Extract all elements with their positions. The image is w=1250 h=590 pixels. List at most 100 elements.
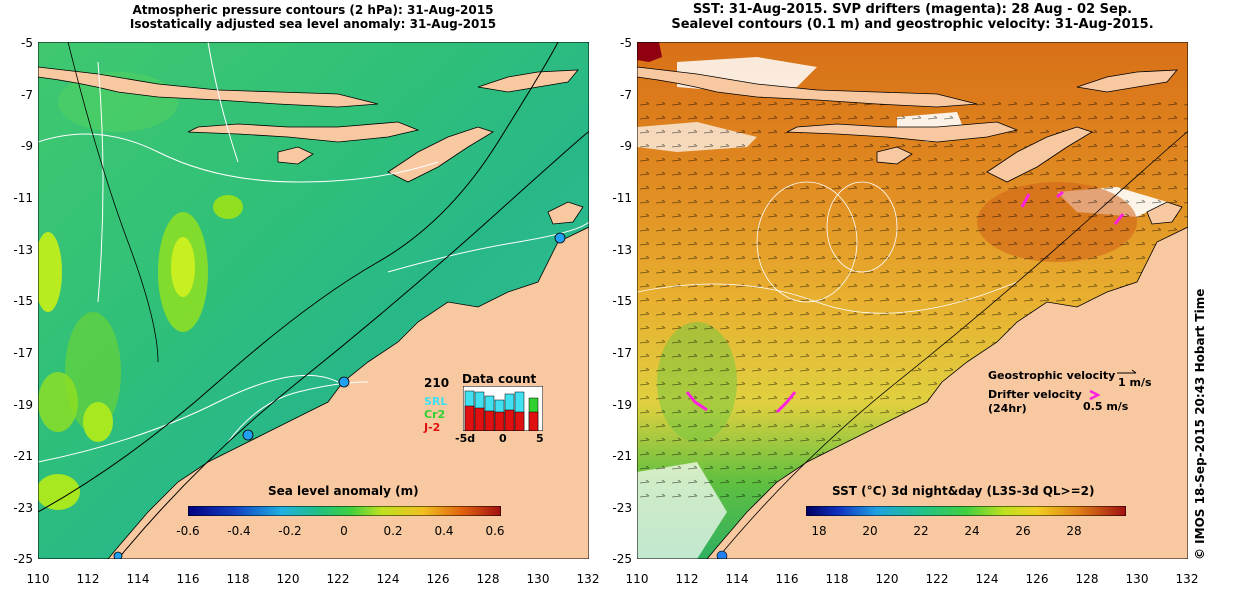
y-tick: -17	[612, 346, 632, 360]
x-tick: 130	[526, 572, 550, 586]
left-title-line2: Isostatically adjusted sea level anomaly…	[129, 17, 497, 31]
sea-level-contour	[637, 281, 1018, 314]
x-tick: 126	[426, 572, 450, 586]
drifter-track	[1020, 193, 1031, 208]
y-tick: -23	[13, 501, 33, 515]
nusa-tenggara-islands	[786, 121, 1019, 143]
colorbar-tick: -0.2	[278, 524, 302, 538]
anomaly-patch	[38, 372, 78, 432]
x-tick: 120	[875, 572, 899, 586]
y-tick: -17	[13, 346, 33, 360]
timor-island	[387, 126, 494, 183]
data-count-series-j2: J-2	[424, 421, 441, 434]
tide-gauge-marker	[716, 550, 728, 559]
x-tick: 118	[226, 572, 250, 586]
drifter-tracks	[685, 190, 1125, 414]
x-tick: 112	[675, 572, 699, 586]
australia-land	[706, 226, 1188, 559]
y-tick: -25	[13, 552, 33, 566]
x-tick: 114	[725, 572, 749, 586]
y-tick: -19	[13, 398, 33, 412]
y-tick: -21	[612, 449, 632, 463]
colorbar-tick: -0.6	[176, 524, 200, 538]
sumba-island	[277, 146, 314, 165]
x-tick: 116	[775, 572, 799, 586]
y-tick: -15	[612, 294, 632, 308]
java-island	[637, 66, 978, 108]
colorbar-tick: 20	[862, 524, 878, 538]
drifter-track	[775, 391, 797, 414]
data-count-histogram	[463, 386, 543, 431]
drifter-velocity-period: (24hr)	[988, 402, 1027, 415]
right-title-line2: Sealevel contours (0.1 m) and geostrophi…	[671, 17, 1154, 32]
y-tick: -5	[21, 36, 33, 50]
x-tick: 128	[476, 572, 500, 586]
islands-east	[1076, 69, 1178, 93]
data-count-xtick: -5d	[455, 432, 476, 445]
anomaly-patch	[171, 237, 195, 297]
pressure-contour	[38, 42, 559, 513]
x-tick: 112	[76, 572, 100, 586]
data-count-max: 210	[424, 376, 450, 390]
x-tick: 132	[576, 572, 600, 586]
colorbar-tick: 0	[340, 524, 348, 538]
data-count-series-srl: SRL	[424, 395, 448, 408]
left-colorbar-label: Sea level anomaly (m)	[268, 484, 419, 498]
cape-land	[1146, 201, 1183, 225]
y-tick: -13	[13, 243, 33, 257]
x-tick: 130	[1125, 572, 1149, 586]
cape-land	[547, 201, 584, 225]
right-colorbar-label: SST (°C) 3d night&day (L3S-3d QL>=2)	[832, 484, 1095, 498]
y-tick: -9	[21, 139, 33, 153]
colorbar-tick: -0.4	[227, 524, 251, 538]
y-tick: -7	[620, 88, 632, 102]
sea-level-contour	[38, 133, 439, 183]
drifter-track	[1113, 213, 1125, 225]
drifter-scale-label: 0.5 m/s	[1083, 400, 1129, 413]
sea-level-contour	[97, 61, 104, 303]
x-tick: 122	[326, 572, 350, 586]
sea-level-contour	[387, 221, 589, 273]
timor-island	[986, 126, 1093, 183]
colorbar-tick: 24	[964, 524, 980, 538]
colorbar-tick: 28	[1066, 524, 1082, 538]
tide-gauge-marker	[554, 232, 566, 244]
sea-level-anomaly-map	[38, 42, 589, 559]
sea-level-contour	[207, 42, 239, 163]
data-count-series-cr2: Cr2	[424, 408, 446, 421]
islands-east	[477, 69, 579, 93]
y-tick: -23	[612, 501, 632, 515]
x-tick: 126	[1025, 572, 1049, 586]
x-tick: 114	[126, 572, 150, 586]
geostrophic-velocity-label: Geostrophic velocity	[988, 369, 1116, 382]
hot-land-corner	[637, 42, 662, 62]
pressure-contour	[67, 42, 159, 363]
x-tick: 122	[925, 572, 949, 586]
y-tick: -11	[612, 191, 632, 205]
sumba-island	[876, 146, 913, 165]
x-tick: 120	[276, 572, 300, 586]
data-count-title: Data count	[462, 372, 537, 386]
tide-gauge-marker	[338, 376, 350, 388]
left-colorbar	[188, 506, 501, 516]
pressure-contour	[117, 130, 589, 559]
tide-gauge-marker	[242, 429, 254, 441]
y-tick: -11	[13, 191, 33, 205]
y-tick: -21	[13, 449, 33, 463]
australia-land	[107, 226, 589, 559]
imos-credit: © IMOS 18-Sep-2015 20:43 Hobart Time	[1193, 288, 1207, 560]
x-tick: 118	[825, 572, 849, 586]
right-colorbar	[806, 506, 1126, 516]
anomaly-patch	[65, 312, 121, 432]
colorbar-tick: 0.2	[383, 524, 403, 538]
colorbar-tick: 18	[811, 524, 827, 538]
colorbar-tick: 0.6	[485, 524, 505, 538]
geostrophic-scale-label: 1 m/s	[1118, 376, 1152, 389]
data-count-xtick: 0	[499, 432, 507, 445]
colorbar-tick: 22	[913, 524, 929, 538]
x-tick: 132	[1175, 572, 1199, 586]
colorbar-tick: 26	[1015, 524, 1031, 538]
y-tick: -19	[612, 398, 632, 412]
y-tick: -25	[612, 552, 632, 566]
drifter-scale-arrow	[1089, 389, 1100, 401]
